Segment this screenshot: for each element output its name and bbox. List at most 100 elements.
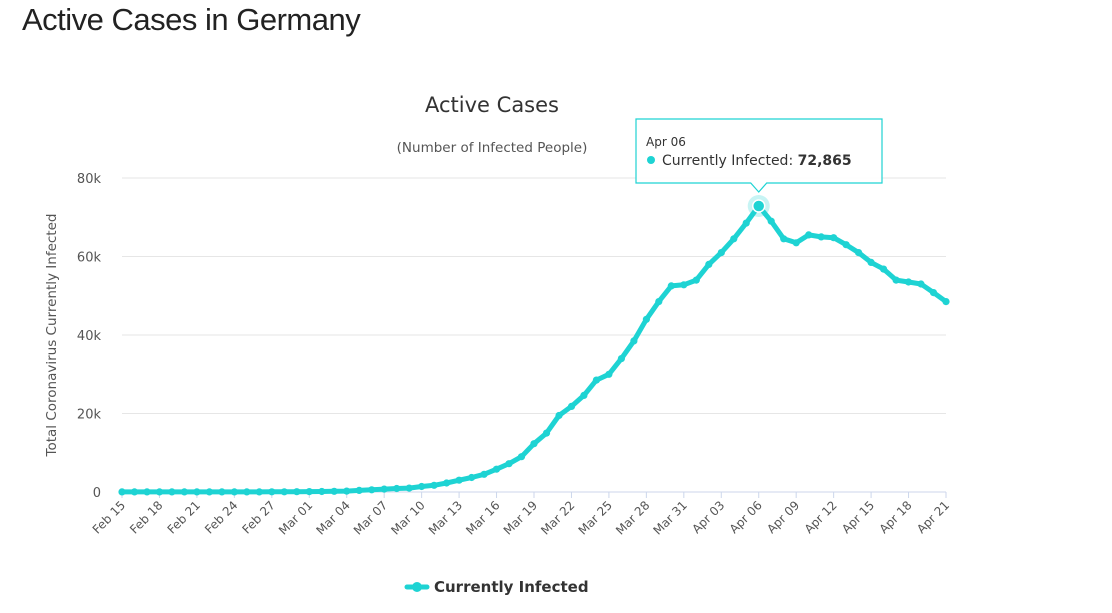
x-tick-label: Mar 07 [351, 498, 390, 537]
y-axis-label: Total Coronavirus Currently Infected [44, 214, 60, 458]
data-point [842, 241, 850, 249]
data-point [492, 465, 501, 473]
x-tick-label: Apr 21 [914, 498, 952, 536]
data-point [443, 479, 451, 487]
x-tick-label: Feb 18 [127, 498, 165, 536]
data-point [792, 239, 800, 247]
tooltip: Apr 06 Currently Infected: 72,865 [635, 118, 883, 218]
x-tick-label: Mar 04 [313, 498, 352, 537]
data-point [480, 470, 488, 478]
data-point [418, 482, 426, 491]
legend[interactable]: Currently Infected [404, 578, 589, 596]
data-point [742, 219, 750, 227]
series-line [119, 203, 949, 495]
data-point [642, 315, 651, 323]
tooltip-box [635, 118, 883, 193]
data-point [205, 488, 213, 496]
data-point [455, 476, 463, 484]
data-point [667, 282, 675, 290]
data-point [592, 376, 601, 384]
data-point [193, 488, 201, 496]
y-tick-label: 80k [77, 172, 102, 187]
data-point [880, 265, 888, 273]
data-point [542, 429, 551, 437]
data-point [904, 278, 913, 286]
x-tick-label: Feb 27 [240, 498, 278, 536]
data-point [280, 488, 288, 496]
x-tick-label: Apr 09 [764, 498, 802, 536]
y-tick-label: 60k [77, 251, 102, 266]
highlight-point [751, 199, 766, 213]
data-point [730, 235, 738, 243]
y-tick-label: 20k [77, 408, 102, 423]
data-point [680, 281, 688, 289]
data-point [355, 486, 363, 494]
x-tick-label: Apr 06 [727, 498, 765, 536]
data-point [468, 473, 476, 482]
data-point [530, 440, 538, 448]
y-tick-label: 0 [93, 486, 101, 501]
x-tick-label: Mar 22 [538, 498, 577, 537]
data-point [143, 488, 151, 496]
x-tick-label: Feb 15 [90, 498, 128, 536]
data-point [717, 249, 725, 257]
data-point [130, 488, 139, 496]
data-point [255, 488, 263, 496]
data-point [780, 235, 788, 243]
tooltip-series-marker [647, 156, 655, 164]
data-point [405, 484, 413, 492]
x-tick-label: Apr 03 [689, 498, 727, 536]
tooltip-series-label: Currently Infected [662, 153, 788, 169]
data-point [655, 298, 663, 306]
data-point [605, 370, 613, 378]
data-point [268, 488, 276, 496]
x-tick-label: Mar 16 [463, 498, 502, 537]
data-point [917, 280, 925, 288]
data-point [555, 411, 563, 420]
data-point [230, 488, 238, 496]
data-point [567, 402, 576, 410]
data-point [368, 486, 376, 494]
data-point [393, 484, 401, 493]
data-point [817, 233, 825, 241]
tooltip-date: Apr 06 [646, 135, 686, 149]
data-point [430, 481, 438, 489]
data-point [293, 488, 301, 496]
x-tick-label: Mar 13 [426, 498, 465, 537]
x-tick-label: Apr 12 [802, 498, 840, 536]
x-tick-label: Mar 19 [501, 498, 540, 537]
data-point [168, 488, 176, 496]
legend-label: Currently Infected [434, 578, 589, 596]
series-currently-infected [118, 202, 950, 496]
legend-marker [412, 582, 422, 592]
page-heading: Active Cases in Germany [22, 2, 361, 37]
data-point [929, 289, 938, 297]
data-point [343, 487, 351, 495]
chart-subtitle: (Number of Infected People) [397, 140, 588, 156]
data-point [892, 276, 900, 284]
data-point [318, 487, 326, 496]
data-point [617, 355, 626, 363]
data-point [855, 249, 863, 257]
data-point [155, 488, 164, 496]
data-point [580, 391, 588, 399]
data-point [630, 337, 638, 345]
data-point [505, 460, 513, 468]
x-tick-label: Mar 01 [276, 498, 315, 537]
x-tick-label: Apr 18 [877, 498, 915, 536]
tooltip-colon: : [788, 153, 797, 169]
data-point [380, 485, 388, 493]
data-point [243, 488, 251, 496]
y-tick-label: 40k [77, 329, 102, 344]
x-tick-label: Apr 15 [839, 498, 877, 536]
data-point [330, 487, 338, 495]
x-tick-label: Mar 31 [651, 498, 690, 537]
chart-title: Active Cases [425, 93, 559, 117]
data-point [305, 488, 313, 496]
x-tick-label: Feb 21 [165, 498, 203, 536]
y-tick-labels: 0 20k 40k 60k 80k [77, 172, 102, 501]
x-tick-label: Mar 28 [613, 498, 652, 537]
tooltip-value: 72,865 [798, 153, 852, 169]
